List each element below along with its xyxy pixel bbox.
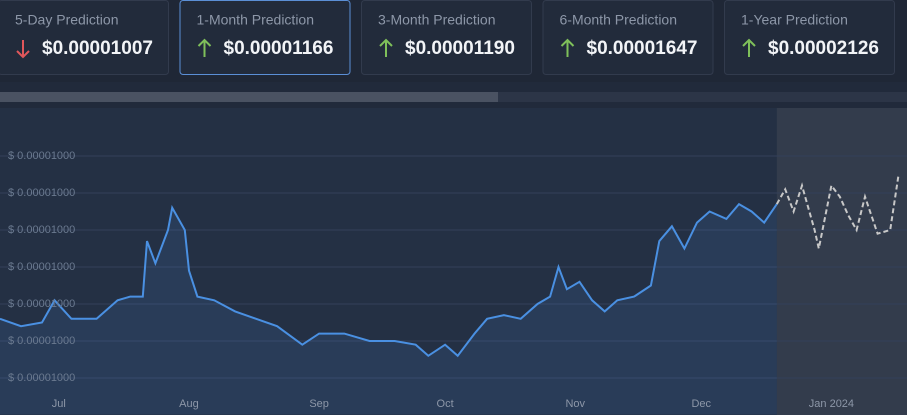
card-label: 3-Month Prediction xyxy=(378,12,496,28)
area xyxy=(0,204,777,415)
y-tick-label: $ 0.00001000 xyxy=(8,298,75,310)
y-tick-label: $ 0.00001000 xyxy=(8,372,75,384)
y-tick-label: $ 0.00001000 xyxy=(8,335,75,347)
trend-arrow xyxy=(379,38,393,57)
card-label: 5-Day Prediction xyxy=(15,12,119,28)
prediction-card[interactable] xyxy=(361,0,532,75)
prediction-card[interactable] xyxy=(724,0,895,75)
card-value: $0.00001647 xyxy=(587,38,698,59)
y-tick-label: $ 0.00001000 xyxy=(8,224,75,236)
x-tick-label: Dec xyxy=(691,398,711,410)
y-tick-label: $ 0.00001000 xyxy=(8,150,75,162)
card-label: 6-Month Prediction xyxy=(560,12,678,28)
x-tick-label: Oct xyxy=(437,398,454,410)
prediction-card[interactable] xyxy=(179,0,351,75)
x-tick-label: Aug xyxy=(179,398,199,410)
card-value: $0.00001166 xyxy=(224,38,334,59)
card-value: $0.00001190 xyxy=(405,38,515,59)
card-value: $0.00002126 xyxy=(768,38,879,59)
card-label: 1-Year Prediction xyxy=(741,12,848,28)
y-tick-label: $ 0.00001000 xyxy=(8,187,75,199)
scroll-thumb[interactable] xyxy=(0,92,498,102)
x-tick-label: Nov xyxy=(565,398,585,410)
chart-bg xyxy=(0,108,907,415)
trend-arrow xyxy=(560,38,575,57)
forecast-region xyxy=(776,108,907,415)
forecast-line xyxy=(775,174,900,249)
trend-arrow xyxy=(16,40,30,59)
prediction-card[interactable] xyxy=(542,0,714,75)
card-value: $0.00001007 xyxy=(42,38,153,59)
prediction-card[interactable] xyxy=(0,0,169,75)
x-tick-label: Sep xyxy=(309,398,329,410)
y-tick-label: $ 0.00001000 xyxy=(8,261,75,273)
price-line xyxy=(0,202,778,358)
x-tick-label: Jan 2024 xyxy=(809,398,854,410)
card-label: 1-Month Prediction xyxy=(197,12,315,28)
trend-arrow xyxy=(742,38,756,57)
x-tick-label: Jul xyxy=(52,398,66,410)
trend-arrow xyxy=(197,38,212,57)
